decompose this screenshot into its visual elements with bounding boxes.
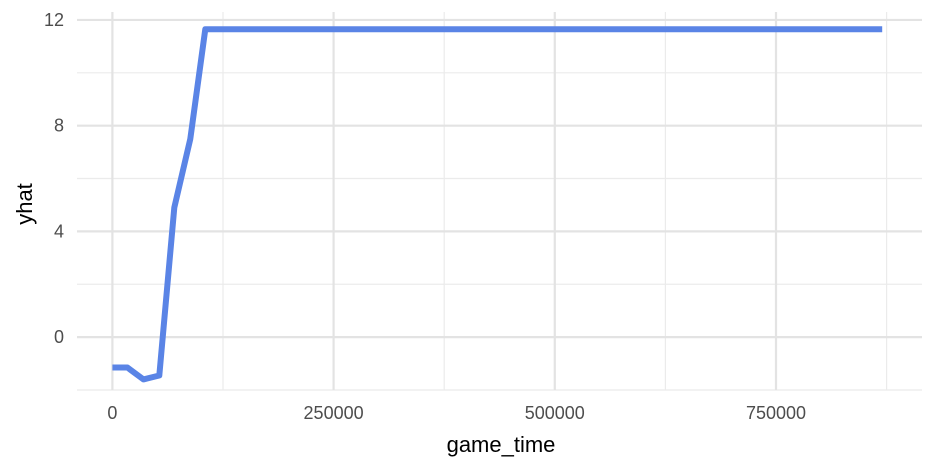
minor-gridlines: [77, 12, 922, 391]
y-tick-label: 8: [54, 116, 64, 136]
series-line-0: [112, 26, 883, 383]
y-axis-tick-labels: 0 4 8 12: [44, 10, 64, 347]
y-tick-label: 12: [44, 10, 64, 30]
series-layer: [112, 26, 883, 383]
major-gridlines: [77, 12, 922, 390]
x-tick-label: 750000: [746, 403, 806, 423]
y-tick-label: 0: [54, 327, 64, 347]
x-axis-tick-labels: 0 250000 500000 750000: [107, 403, 806, 423]
x-tick-label: 250000: [304, 403, 364, 423]
x-tick-label: 500000: [525, 403, 585, 423]
y-tick-label: 4: [54, 221, 64, 241]
x-tick-label: 0: [107, 403, 117, 423]
y-axis-title: yhat: [12, 183, 37, 225]
x-axis-title: game_time: [447, 432, 556, 457]
